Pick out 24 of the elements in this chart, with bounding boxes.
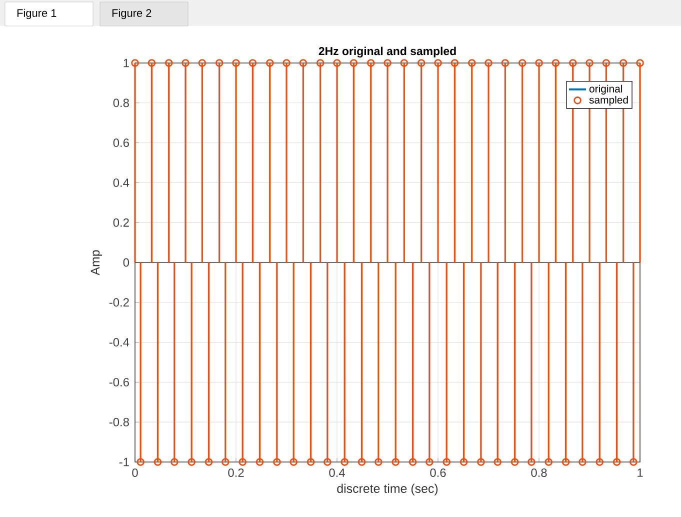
x-axis-title: discrete time (sec) bbox=[337, 484, 438, 496]
legend-label: original bbox=[589, 84, 622, 95]
x-tick-label: 0.2 bbox=[228, 468, 244, 477]
y-tick-label: 0.4 bbox=[113, 178, 130, 187]
y-tick-label: 0.2 bbox=[113, 218, 129, 227]
x-tick-label: 0.8 bbox=[531, 468, 547, 477]
legend-label: sampled bbox=[589, 96, 628, 106]
y-tick-label: 0.6 bbox=[113, 138, 129, 148]
y-tick-label: 0.8 bbox=[113, 98, 129, 108]
y-tick-label: -0.8 bbox=[109, 418, 129, 426]
x-tick-label: 0.6 bbox=[430, 468, 446, 477]
caption: Figure 1 bbox=[17, 8, 56, 20]
y-tick-label: -0.4 bbox=[109, 338, 130, 347]
caption: Figure 2 bbox=[112, 8, 152, 20]
y-tick-label: 1 bbox=[124, 58, 129, 68]
x-tick-label: 1 bbox=[638, 468, 643, 477]
chart-title: 2Hz original and sampled bbox=[318, 46, 456, 58]
x-tick-label: 0.4 bbox=[329, 468, 345, 477]
y-tick-label: 0 bbox=[123, 258, 130, 267]
y-tick-label: -1 bbox=[119, 458, 129, 466]
y-axis-title: Amp bbox=[90, 250, 102, 276]
x-tick-label: 0 bbox=[132, 468, 138, 477]
y-tick-label: -0.6 bbox=[109, 378, 129, 386]
y-tick-label: -0.2 bbox=[109, 298, 129, 307]
